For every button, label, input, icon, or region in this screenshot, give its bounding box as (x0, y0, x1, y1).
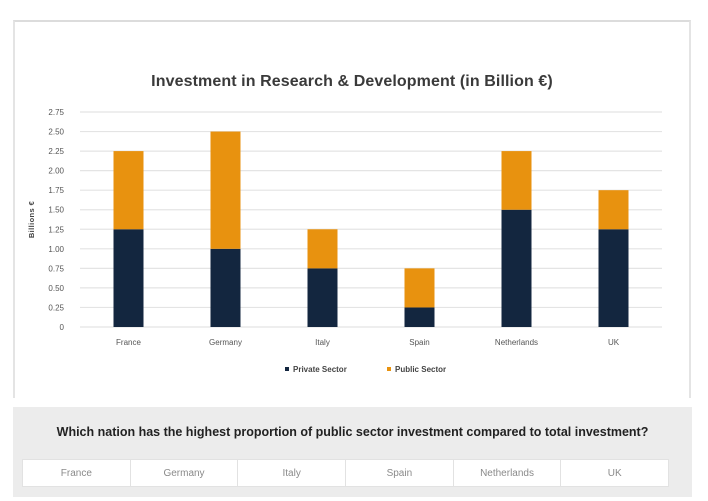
bar-public-sector-germany (210, 131, 241, 249)
x-axis-labels: France Germany Italy Spain Netherlands UK (116, 338, 620, 347)
x-tick-label: Germany (209, 338, 242, 347)
bar-public-sector-netherlands (501, 151, 532, 210)
x-tick-label: France (116, 338, 141, 347)
bar-public-sector-spain (404, 268, 435, 308)
y-tick-label: 0 (60, 323, 65, 332)
y-tick-label: 0.75 (48, 264, 64, 273)
legend: Private Sector Public Sector (285, 365, 446, 374)
answer-option-germany[interactable]: Germany (131, 460, 239, 486)
x-tick-label: Italy (315, 338, 330, 347)
y-tick-label: 2.25 (48, 147, 64, 156)
legend-swatch-public-sector (387, 367, 391, 371)
y-tick-label: 1.00 (48, 245, 64, 254)
bars (113, 131, 629, 327)
y-tick-label: 0.25 (48, 303, 64, 312)
gridlines (80, 111, 662, 328)
y-axis-title: Billions € (27, 200, 36, 238)
y-tick-label: 1.50 (48, 206, 64, 215)
bar-public-sector-italy (307, 229, 338, 269)
bar-private-sector-italy (307, 268, 338, 327)
legend-label: Private Sector (293, 365, 347, 374)
bar-public-sector-uk (598, 190, 629, 230)
bar-private-sector-germany (210, 248, 241, 327)
y-tick-label: 2.00 (48, 167, 64, 176)
bar-private-sector-uk (598, 229, 629, 327)
answer-option-spain[interactable]: Spain (346, 460, 454, 486)
chart-title: Investment in Research & Development (in… (151, 73, 553, 90)
x-tick-label: UK (608, 338, 620, 347)
y-tick-label: 2.75 (48, 108, 64, 117)
answer-option-france[interactable]: France (23, 460, 131, 486)
answer-option-uk[interactable]: UK (607, 467, 622, 479)
bar-public-sector-france (113, 151, 144, 230)
bar-private-sector-france (113, 229, 144, 327)
answer-options: France Germany Italy Spain Netherlands U… (22, 459, 669, 487)
y-tick-label: 2.50 (48, 128, 64, 137)
y-tick-label: 1.75 (48, 186, 64, 195)
y-axis-ticks: 0 0.25 0.50 0.75 1.00 1.25 1.50 1.75 2.00 2.25 2.5… (48, 108, 64, 332)
answer-option-italy[interactable]: Italy (238, 460, 347, 486)
question-panel: Which nation has the highest proportion … (13, 407, 692, 497)
x-tick-label: Spain (409, 338, 429, 347)
legend-swatch-private-sector (285, 367, 289, 371)
question-text: Which nation has the highest proportion … (56, 425, 649, 439)
legend-label: Public Sector (395, 365, 446, 374)
stacked-bar-chart: 0 0.25 0.50 0.75 1.00 1.25 1.50 1.75 2.00 2.25 2.5… (27, 108, 662, 374)
bar-private-sector-netherlands (501, 209, 532, 327)
chart-card: Investment in Research & Development (in… (13, 20, 691, 398)
y-tick-label: 1.25 (48, 225, 64, 234)
bar-private-sector-spain (404, 307, 435, 327)
x-tick-label: Netherlands (495, 338, 538, 347)
answer-option-netherlands[interactable]: Netherlands (454, 460, 562, 486)
y-tick-label: 0.50 (48, 284, 64, 293)
